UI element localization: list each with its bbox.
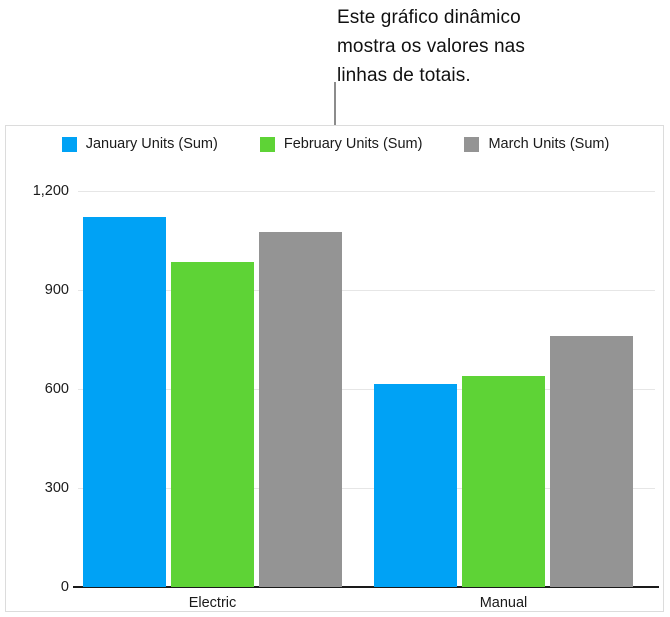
legend-swatch-icon	[464, 136, 480, 152]
axis-baseline	[73, 586, 659, 588]
bar[interactable]	[550, 336, 633, 587]
bar[interactable]	[259, 232, 342, 587]
gridline	[78, 191, 655, 192]
legend-item[interactable]: March Units (Sum)	[464, 136, 609, 152]
bar[interactable]	[83, 217, 166, 587]
legend-label: January Units (Sum)	[85, 136, 218, 152]
chart-legend: January Units (Sum) February Units (Sum) M…	[6, 126, 665, 162]
x-axis-tick-label: Electric	[188, 595, 237, 611]
y-axis-tick-label: 900	[44, 282, 69, 298]
callout-text: Este gráfico dinâmico mostra os valores …	[337, 7, 525, 86]
callout-leader-line	[334, 82, 336, 126]
legend-item[interactable]: February Units (Sum)	[259, 136, 423, 152]
legend-label: February Units (Sum)	[283, 136, 423, 152]
y-axis-tick-label: 300	[44, 480, 69, 496]
chart-plot-area: 0 300 600 900 1,200 Electric Manual	[6, 126, 665, 613]
x-axis-tick-label: Manual	[479, 595, 528, 611]
bar[interactable]	[171, 261, 254, 587]
gridline	[78, 488, 655, 489]
chart-container: January Units (Sum) February Units (Sum) M…	[5, 125, 664, 612]
legend-swatch-icon	[61, 136, 77, 152]
y-axis-tick-label: 0	[60, 579, 69, 595]
legend-label: March Units (Sum)	[488, 136, 610, 152]
y-axis-tick-label: 1,200	[32, 183, 69, 199]
y-axis-tick-label: 600	[44, 381, 69, 397]
gridline	[78, 389, 655, 390]
gridline	[78, 290, 655, 291]
bar[interactable]	[374, 384, 457, 587]
legend-swatch-icon	[259, 136, 275, 152]
legend-item[interactable]: January Units (Sum)	[61, 136, 218, 152]
bar[interactable]	[462, 375, 545, 587]
